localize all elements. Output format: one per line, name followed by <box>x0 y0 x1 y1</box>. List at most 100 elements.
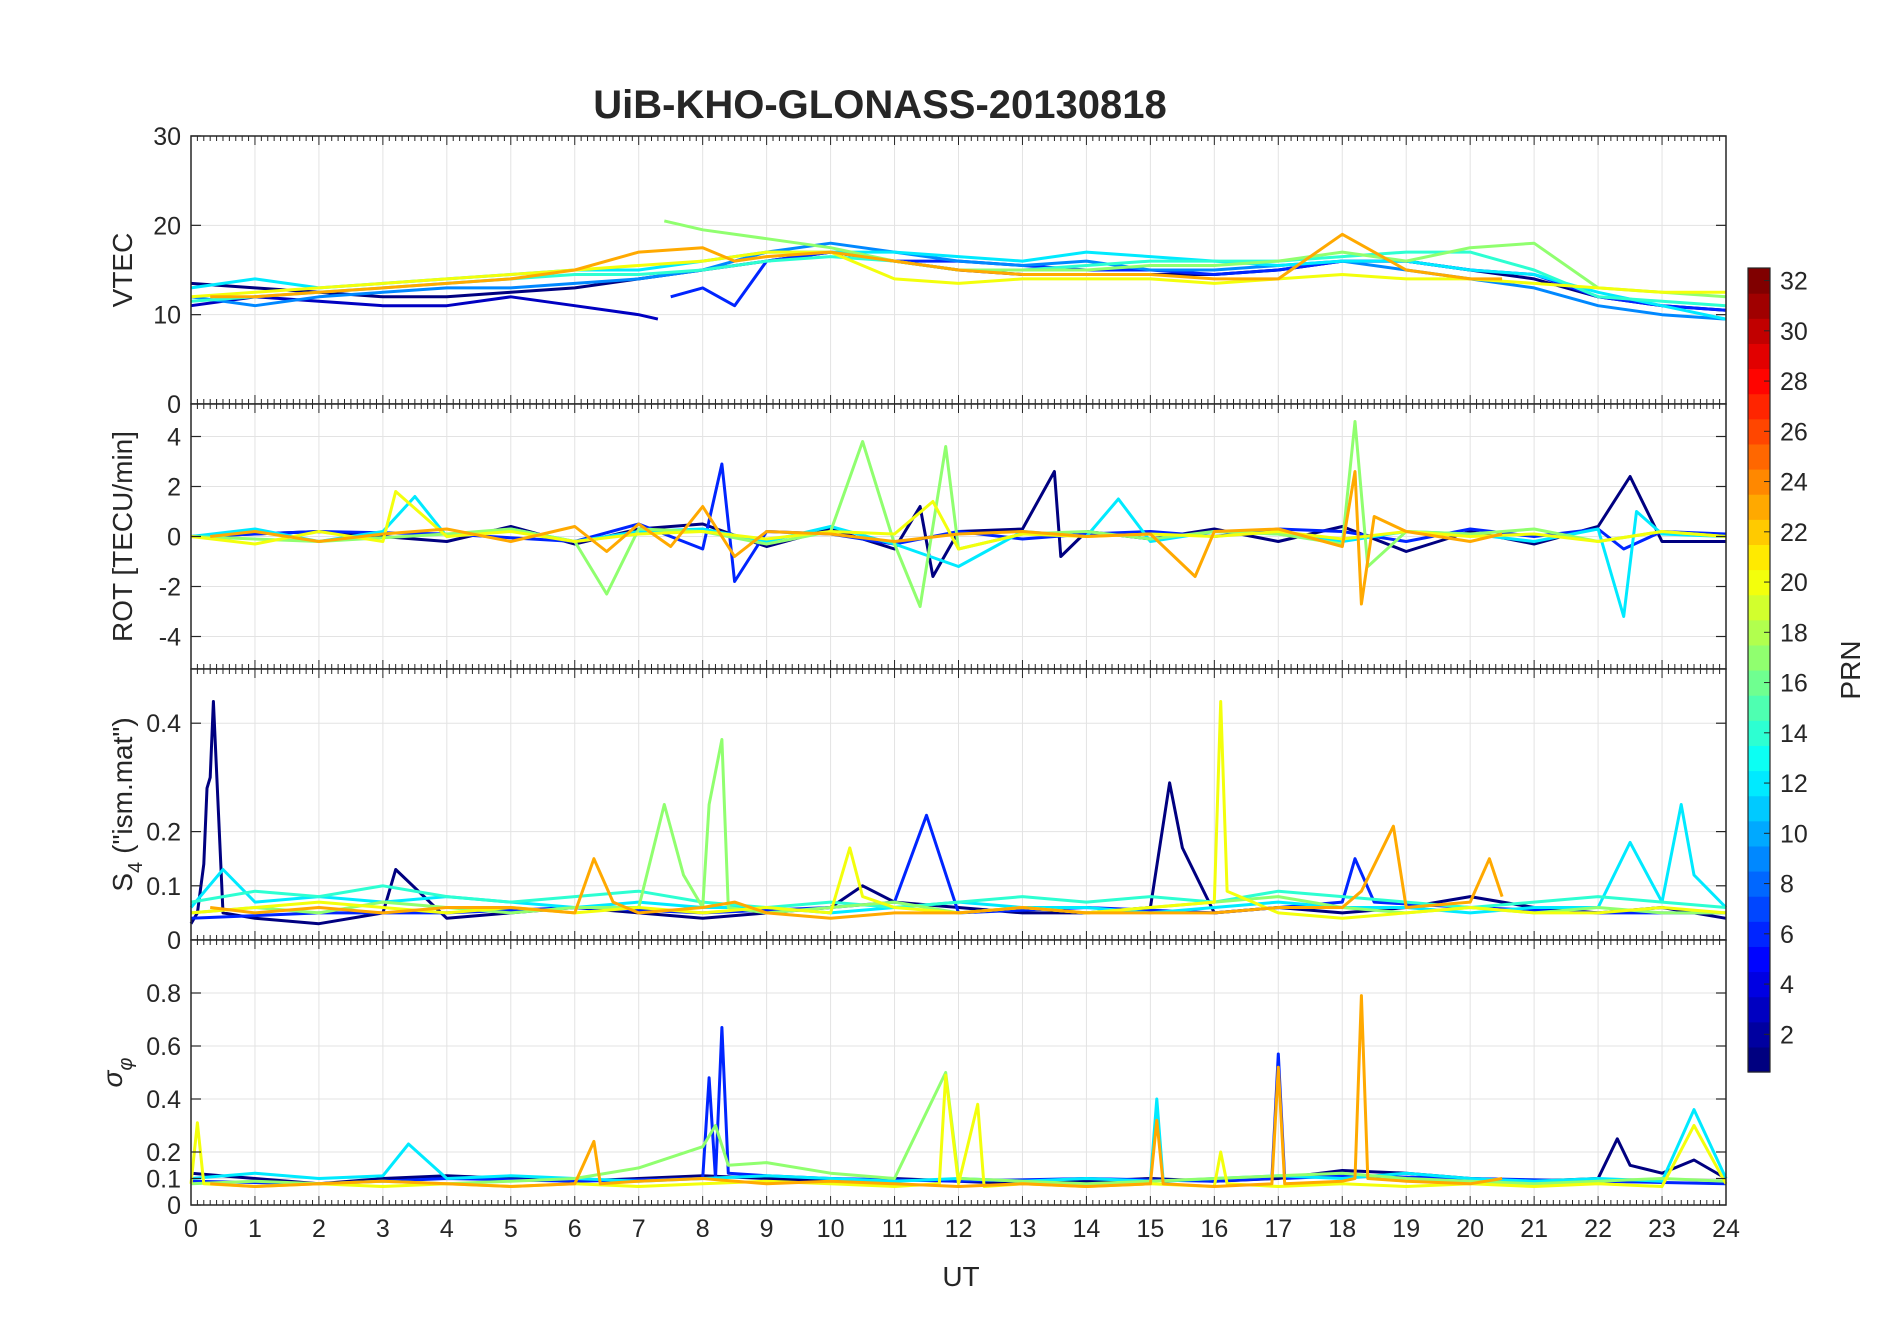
y-tick-label: 0.1 <box>146 873 181 901</box>
colorbar-tick-label: 24 <box>1780 469 1808 497</box>
x-tick-label: 18 <box>1328 1215 1356 1243</box>
panel-vtec: 0 10 20 30 VTEC <box>107 123 1727 419</box>
y-tick-label: 0.2 <box>146 819 181 847</box>
series-line-prn-23 <box>210 824 1504 920</box>
x-tick-label: 5 <box>504 1215 518 1243</box>
y-tick-label: 10 <box>153 302 181 330</box>
colorbar-segment <box>1748 795 1770 822</box>
colorbar-segment <box>1748 946 1770 973</box>
y-axis-label-sigma: σφ <box>97 1058 137 1088</box>
series-line-prn-23 <box>210 232 1503 299</box>
panel-vtec-series <box>190 219 1727 321</box>
colorbar-tick-label: 32 <box>1780 268 1808 296</box>
y-tick-label: 0 <box>167 524 181 552</box>
y-axis-label-subscript: 4 <box>125 862 147 873</box>
x-tick-label: 24 <box>1712 1215 1740 1243</box>
x-tick-label: 15 <box>1136 1215 1164 1243</box>
panel-s4: 0 0.1 0.2 0.4 S4 ("ism.mat") <box>107 668 1728 955</box>
colorbar-tick-label: 30 <box>1780 318 1808 346</box>
x-tick-label: 1 <box>248 1215 262 1243</box>
colorbar-segment <box>1748 720 1770 746</box>
colorbar-tick-label: 26 <box>1780 418 1808 446</box>
y-tick-label: 0.1 <box>146 1166 181 1194</box>
y-tick-label: 2 <box>167 474 181 502</box>
x-tick-label: 7 <box>632 1215 646 1243</box>
colorbar-segment <box>1748 921 1770 947</box>
x-tick-label: 11 <box>882 1215 908 1243</box>
colorbar-segment <box>1748 318 1770 344</box>
colorbar-segment <box>1748 971 1770 998</box>
y-axis-label-main: σ <box>97 1069 128 1087</box>
x-tick-label: 23 <box>1648 1215 1676 1243</box>
x-tick-label: 16 <box>1200 1215 1228 1243</box>
series-line-prn-23 <box>210 470 1503 606</box>
colorbar-segment <box>1748 896 1770 922</box>
colorbar-segment <box>1748 494 1770 520</box>
panel-sigma-series <box>189 994 1728 1188</box>
x-tick-label: 2 <box>312 1215 326 1243</box>
colorbar-segment <box>1748 1021 1770 1048</box>
colorbar-segment <box>1748 268 1770 294</box>
colorbar-segment <box>1748 695 1770 721</box>
y-axis-label-vtec: VTEC <box>107 233 138 308</box>
colorbar-tick-label: 22 <box>1780 519 1808 547</box>
y-axis-label-s4: S4 ("ism.mat") <box>107 717 147 891</box>
x-tick-label: 17 <box>1264 1215 1292 1243</box>
y-tick-label: -2 <box>159 574 181 602</box>
colorbar-segment <box>1748 770 1770 797</box>
series-line-prn-17 <box>190 1071 1727 1186</box>
series-line-prn-20 <box>190 490 1727 551</box>
colorbar-segment <box>1748 644 1770 671</box>
colorbar-segment <box>1748 845 1770 872</box>
colorbar-segment <box>1748 619 1770 646</box>
x-tick-label: 14 <box>1073 1215 1101 1243</box>
colorbar-segment <box>1748 393 1770 420</box>
y-tick-label: 20 <box>153 212 181 240</box>
colorbar-segment <box>1748 469 1770 495</box>
colorbar-segment <box>1748 594 1770 621</box>
y-tick-label: 0.6 <box>146 1033 181 1061</box>
y-axis-label-rot: ROT [TECU/min] <box>107 431 138 642</box>
x-tick-label: 21 <box>1520 1215 1548 1243</box>
y-axis-label-rest: ("ism.mat") <box>107 717 138 854</box>
colorbar-tick-label: 4 <box>1780 971 1794 999</box>
colorbar-segment <box>1748 368 1770 395</box>
chart-title: UiB-KHO-GLONASS-20130818 <box>593 83 1167 127</box>
colorbar-tick-label: 14 <box>1780 720 1808 748</box>
colorbar-tick-label: 8 <box>1780 871 1794 899</box>
colorbar-tick-label: 20 <box>1780 569 1808 597</box>
series-line-prn-3 <box>190 295 659 321</box>
series-line-prn-20 <box>189 1073 1728 1188</box>
colorbar-segment <box>1748 418 1770 445</box>
y-axis-label-subscript: φ <box>115 1058 137 1071</box>
x-axis-label: UT <box>942 1261 979 1292</box>
y-tick-label: 0.8 <box>146 980 181 1008</box>
colorbar-segment <box>1748 569 1770 596</box>
x-tick-label: 22 <box>1584 1215 1612 1243</box>
colorbar-tick-label: 28 <box>1780 368 1808 396</box>
series-line-prn-23 <box>210 994 1503 1188</box>
y-tick-label: 0 <box>167 391 181 419</box>
x-tick-label: 13 <box>1009 1215 1037 1243</box>
colorbar-label: PRN <box>1835 640 1866 699</box>
colorbar-tick-label: 18 <box>1780 619 1808 647</box>
y-tick-label: 0.2 <box>146 1139 181 1167</box>
x-tick-label: 19 <box>1392 1215 1420 1243</box>
colorbar-tick-label: 2 <box>1780 1021 1794 1049</box>
panel-sigma: 00.10.2 0.4 0.6 0.8 σφ <box>97 939 1728 1220</box>
y-tick-label: 0.4 <box>146 710 181 738</box>
colorbar-segment <box>1748 293 1770 319</box>
colorbar-segment <box>1748 343 1770 370</box>
y-tick-label: 0.4 <box>146 1086 181 1114</box>
colorbar-segment <box>1748 670 1770 696</box>
x-tick-label: 20 <box>1456 1215 1484 1243</box>
x-axis: 0 1 2 3 4 5 6 7 8 9 10 11 12 13 14 15 16 17 18 19 20 21 22 23 24 <box>184 1215 1740 1243</box>
colorbar-segment <box>1748 871 1770 897</box>
x-tick-label: 9 <box>760 1215 774 1243</box>
y-tick-label: 0 <box>167 927 181 955</box>
colorbar-segment <box>1748 1046 1770 1073</box>
colorbar-tick-label: 6 <box>1780 921 1794 949</box>
colorbar-tick-label: 10 <box>1780 820 1808 848</box>
colorbar-frame <box>1747 267 1771 1073</box>
